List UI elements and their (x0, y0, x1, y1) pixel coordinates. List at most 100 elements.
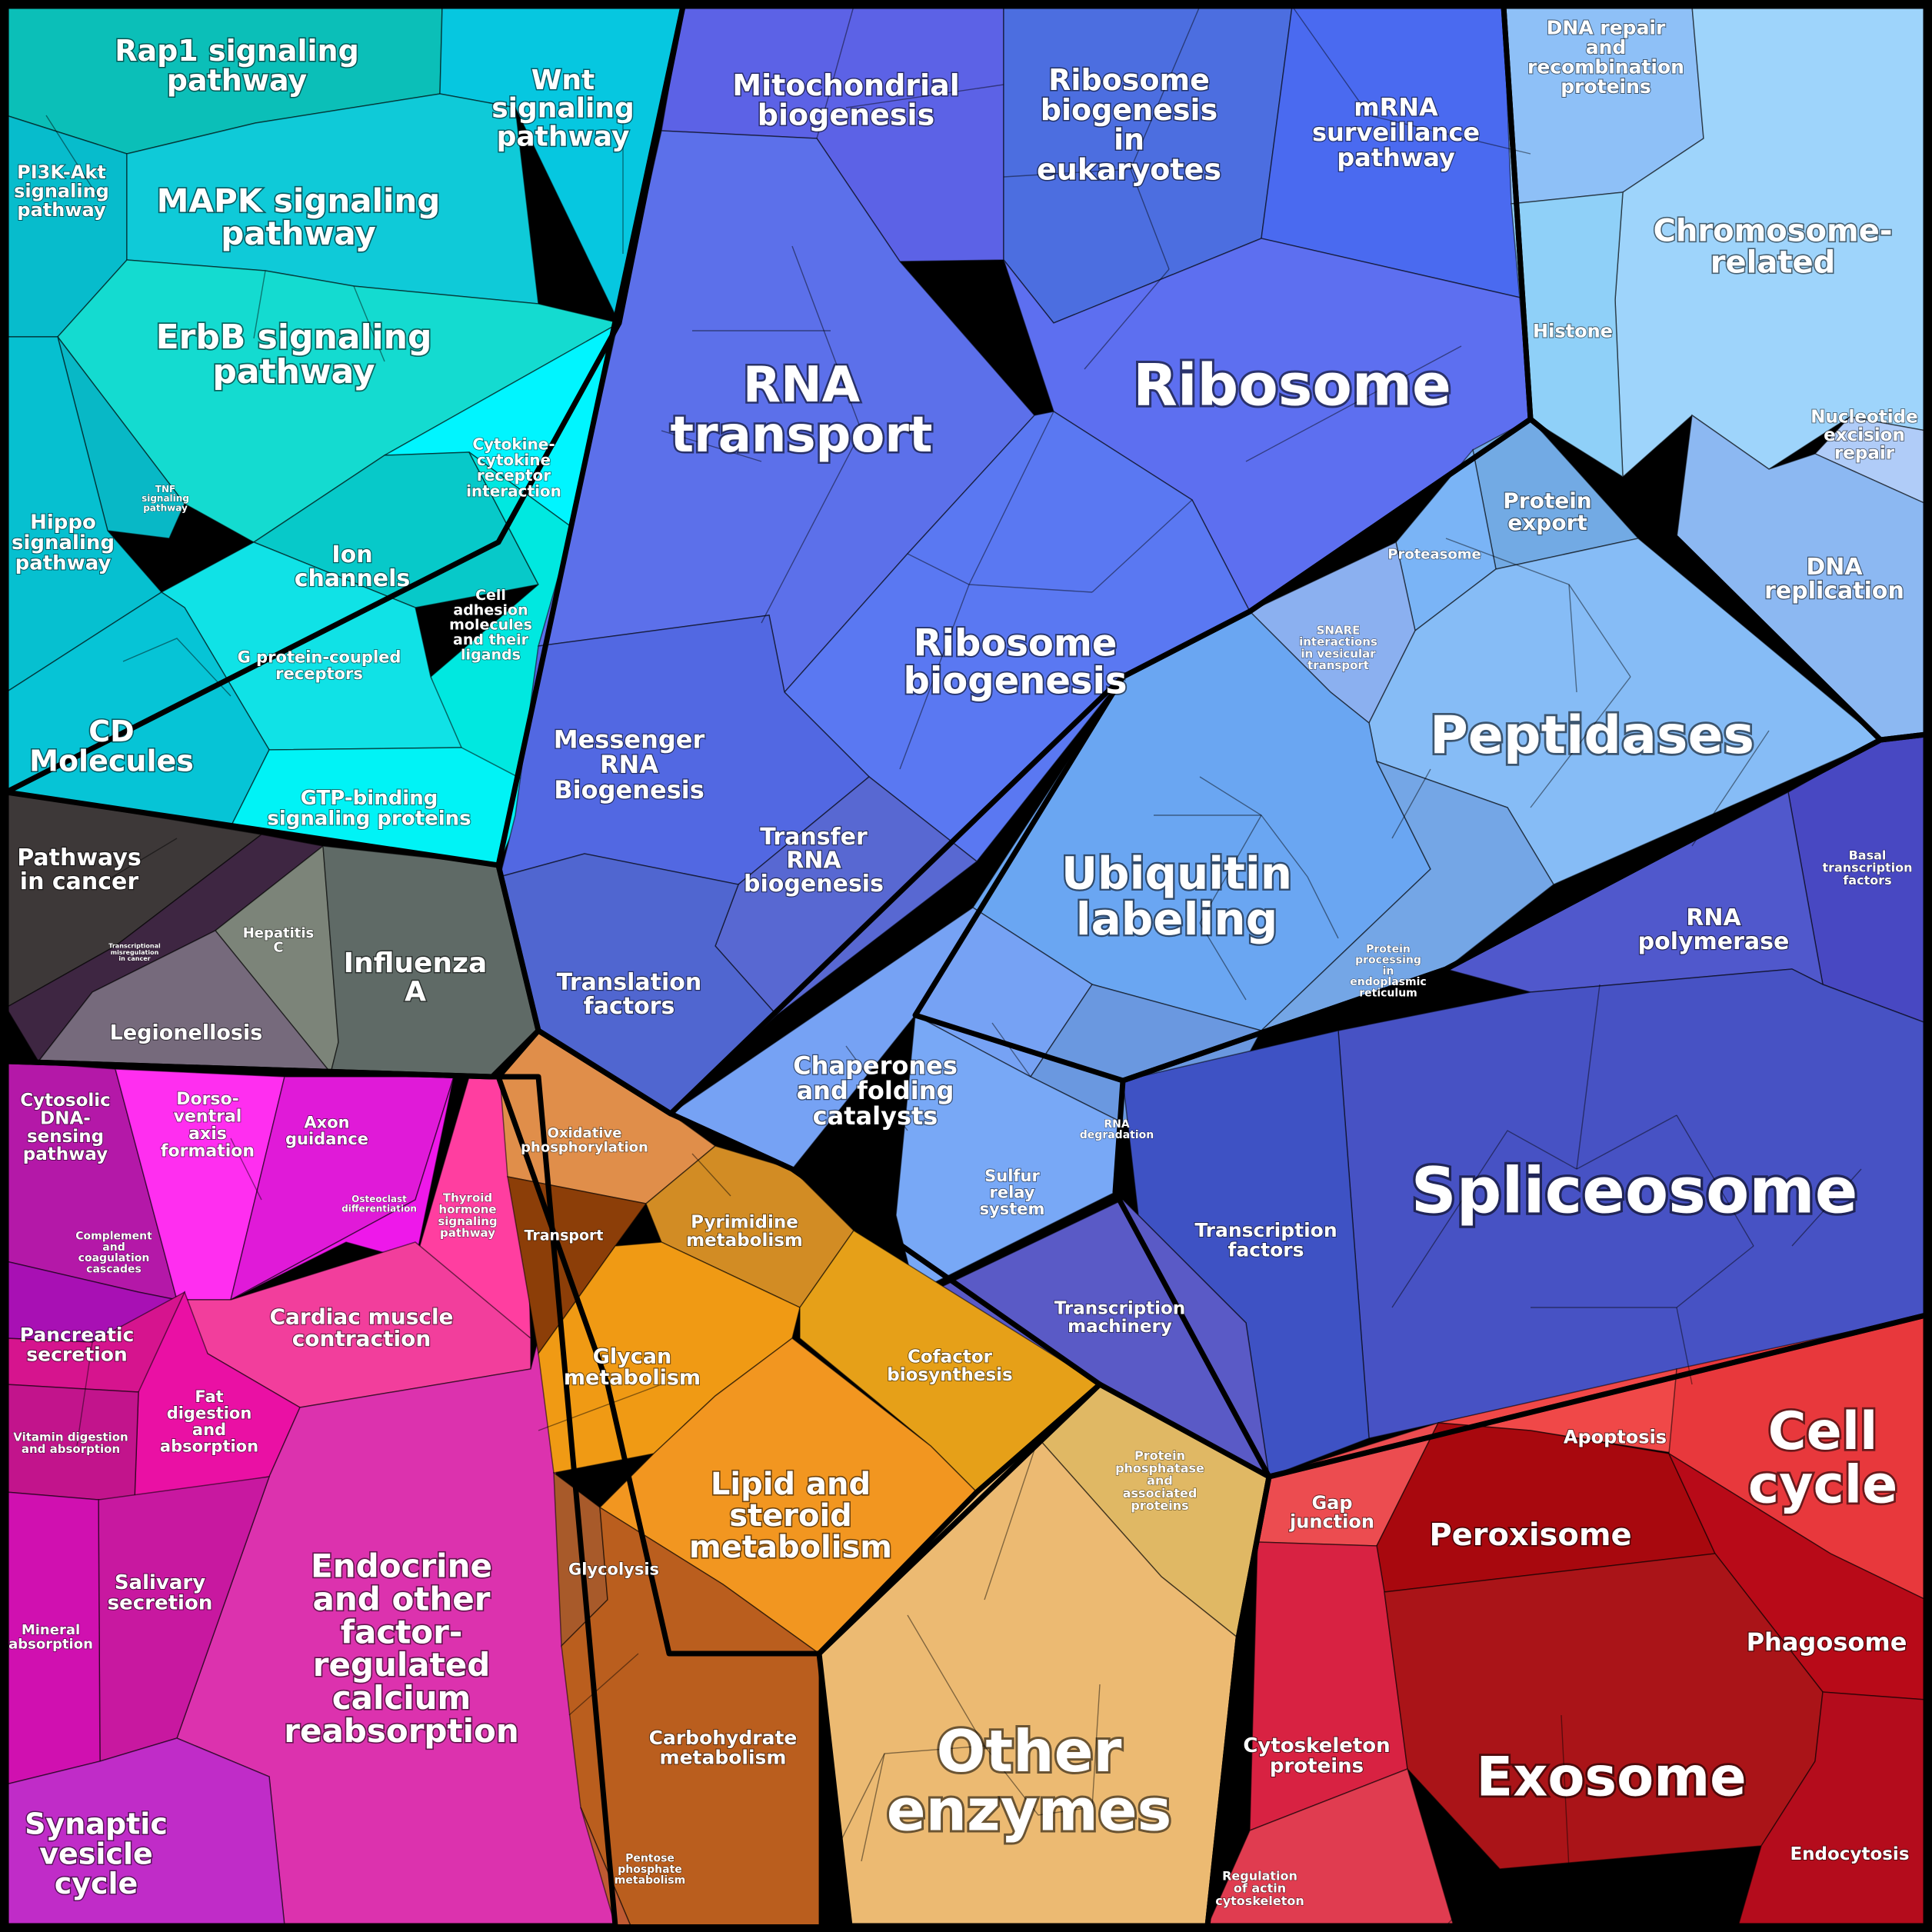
label-pathways-in-cancer: Pathways in cancer (17, 844, 142, 895)
subcell-line (984, 1745, 1093, 1816)
label-line: Messenger (554, 725, 705, 754)
label-line: Pyrimidine (691, 1212, 798, 1232)
label-complement-and-coagulation-cascades: Complement and coagulation cascades (75, 1230, 152, 1275)
label-spliceosome: Spliceosome (1411, 1155, 1858, 1228)
subcell-line (899, 584, 970, 770)
label-line: Phagosome (1747, 1627, 1907, 1657)
label-line: Endocytosis (1790, 1844, 1909, 1864)
label-line: channels (295, 565, 411, 592)
label-line: Regulation (1222, 1868, 1297, 1883)
label-line: CD (88, 715, 134, 748)
label-line: system (980, 1200, 1045, 1218)
label-line: Complement (75, 1230, 152, 1242)
subcell-line (661, 430, 762, 462)
label-transcriptional-misregulation-in-cancer: Transcriptional misregulation in cancer (108, 943, 161, 962)
label-apoptosis: Apoptosis (1564, 1426, 1667, 1447)
label-influenza-a: Influenza A (344, 948, 488, 1008)
label-line: factors (584, 993, 675, 1020)
label-line: biogenesis (1041, 93, 1217, 127)
subcell-line (568, 1653, 639, 1716)
subcell-line (253, 270, 266, 339)
label-carbohydrate-metabolism: Carbohydrate metabolism (649, 1727, 798, 1769)
label-line: metabolism (564, 1366, 701, 1390)
label-line: Protein (1503, 488, 1591, 514)
subcell-line (761, 430, 862, 624)
label-line: factor- (341, 1613, 463, 1651)
label-line: pathway (212, 352, 375, 391)
label-line: endoplasmic (1350, 976, 1426, 988)
label-line: hormone (438, 1203, 496, 1217)
label-vitamin-digestion-and-absorption: Vitamin digestion and absorption (13, 1431, 128, 1456)
label-protein-export: Protein export (1503, 488, 1591, 536)
label-line: related (1710, 245, 1835, 280)
label-line: RNA (743, 357, 861, 414)
label-line: export (1507, 510, 1587, 535)
label-ion-channels: Ion channels (295, 541, 411, 592)
label-snare-interactions-in-vesicular-transport: SNARE interactions in vesicular transport (1299, 623, 1377, 672)
label-salivary-secretion: Salivary secretion (108, 1571, 213, 1615)
label-line: RNA (600, 750, 658, 779)
label-line: Mitochondrial (732, 68, 959, 102)
label-line: labeling (1076, 893, 1277, 945)
label-line: biosynthesis (887, 1365, 1012, 1385)
label-line: MAPK signaling (157, 182, 441, 219)
label-pentose-phosphate-metabolism: Pentose phosphate metabolism (615, 1853, 685, 1887)
label-line: and (1147, 1474, 1173, 1488)
label-peptidases: Peptidases (1430, 705, 1754, 766)
label-line: and folding (797, 1076, 954, 1105)
label-line: Legionellosis (110, 1021, 263, 1044)
label-cell-adhesion-molecules-and-their-ligands: Cell adhesion molecules and their ligands (449, 587, 532, 664)
label-line: signaling (14, 180, 109, 202)
label-line: Pancreatic (20, 1324, 135, 1346)
label-gtp-binding-signaling-proteins: GTP-binding signaling proteins (267, 787, 471, 831)
label-cytoskeleton-proteins: Cytoskeleton proteins (1243, 1734, 1390, 1778)
label-line: steroid (729, 1498, 852, 1534)
label-rna-degradation: RNA degradation (1080, 1118, 1154, 1141)
label-line: contraction (292, 1326, 431, 1351)
label-wnt-signaling-pathway: Wnt signaling pathway (491, 65, 635, 152)
label-line: Protein (1366, 943, 1411, 955)
label-line: enzymes (887, 1777, 1171, 1844)
label-line: Salivary (115, 1571, 205, 1594)
label-line: Hepatitis (243, 925, 315, 941)
label-erbb-signaling-pathway: ErbB signaling pathway (156, 318, 432, 391)
label-line: TNF (155, 484, 175, 495)
label-line: Transcriptional (108, 943, 161, 950)
label-line: A (405, 976, 426, 1008)
label-ubiquitin-labeling: Ubiquitin labeling (1061, 848, 1292, 945)
label-line: transcription (1822, 861, 1912, 875)
label-line: Apoptosis (1564, 1426, 1667, 1447)
label-line: DNA repair (1547, 17, 1666, 39)
label-line: transport (671, 407, 933, 464)
label-glycan-metabolism: Glycan metabolism (564, 1345, 701, 1391)
label-protein-phosphatase-and-associated-proteins: Protein phosphatase and associated proteins (1115, 1448, 1204, 1513)
subcell-line (1368, 115, 1531, 155)
label-line: Peptidases (1430, 705, 1754, 766)
label-line: cycle (1748, 1454, 1897, 1515)
label-histone: Histone (1533, 320, 1613, 341)
label-ribosome: Ribosome (1133, 351, 1451, 418)
label-line: Cell (1768, 1401, 1878, 1462)
subcell-line (968, 411, 1054, 585)
subcell-line (1531, 1245, 1754, 1308)
label-line: polymerase (1638, 928, 1790, 955)
label-line: Ion (331, 541, 372, 568)
label-cell-cycle: Cell cycle (1748, 1401, 1897, 1515)
label-line: Pentose (625, 1853, 675, 1865)
label-basal-transcription-factors: Basal transcription factors (1822, 848, 1912, 888)
label-line: Influenza (344, 948, 488, 979)
subcell-line (984, 1437, 1039, 1601)
label-line: biogenesis (744, 871, 884, 898)
label-phagosome: Phagosome (1747, 1627, 1907, 1657)
label-line: and their (453, 631, 529, 648)
label-line: signaling (12, 531, 115, 555)
cell-osteoclast-differentiation (230, 1076, 455, 1301)
label-line: interactions (1299, 635, 1377, 649)
label-line: absorption (8, 1636, 93, 1652)
subcell-line (791, 245, 862, 431)
label-fat-digestion-and-absorption: Fat digestion and absorption (160, 1387, 258, 1455)
label-mitochondrial-biogenesis: Mitochondrial biogenesis (732, 68, 959, 132)
label-line: signaling proteins (267, 807, 471, 830)
label-line: PI3K-Akt (17, 162, 106, 183)
